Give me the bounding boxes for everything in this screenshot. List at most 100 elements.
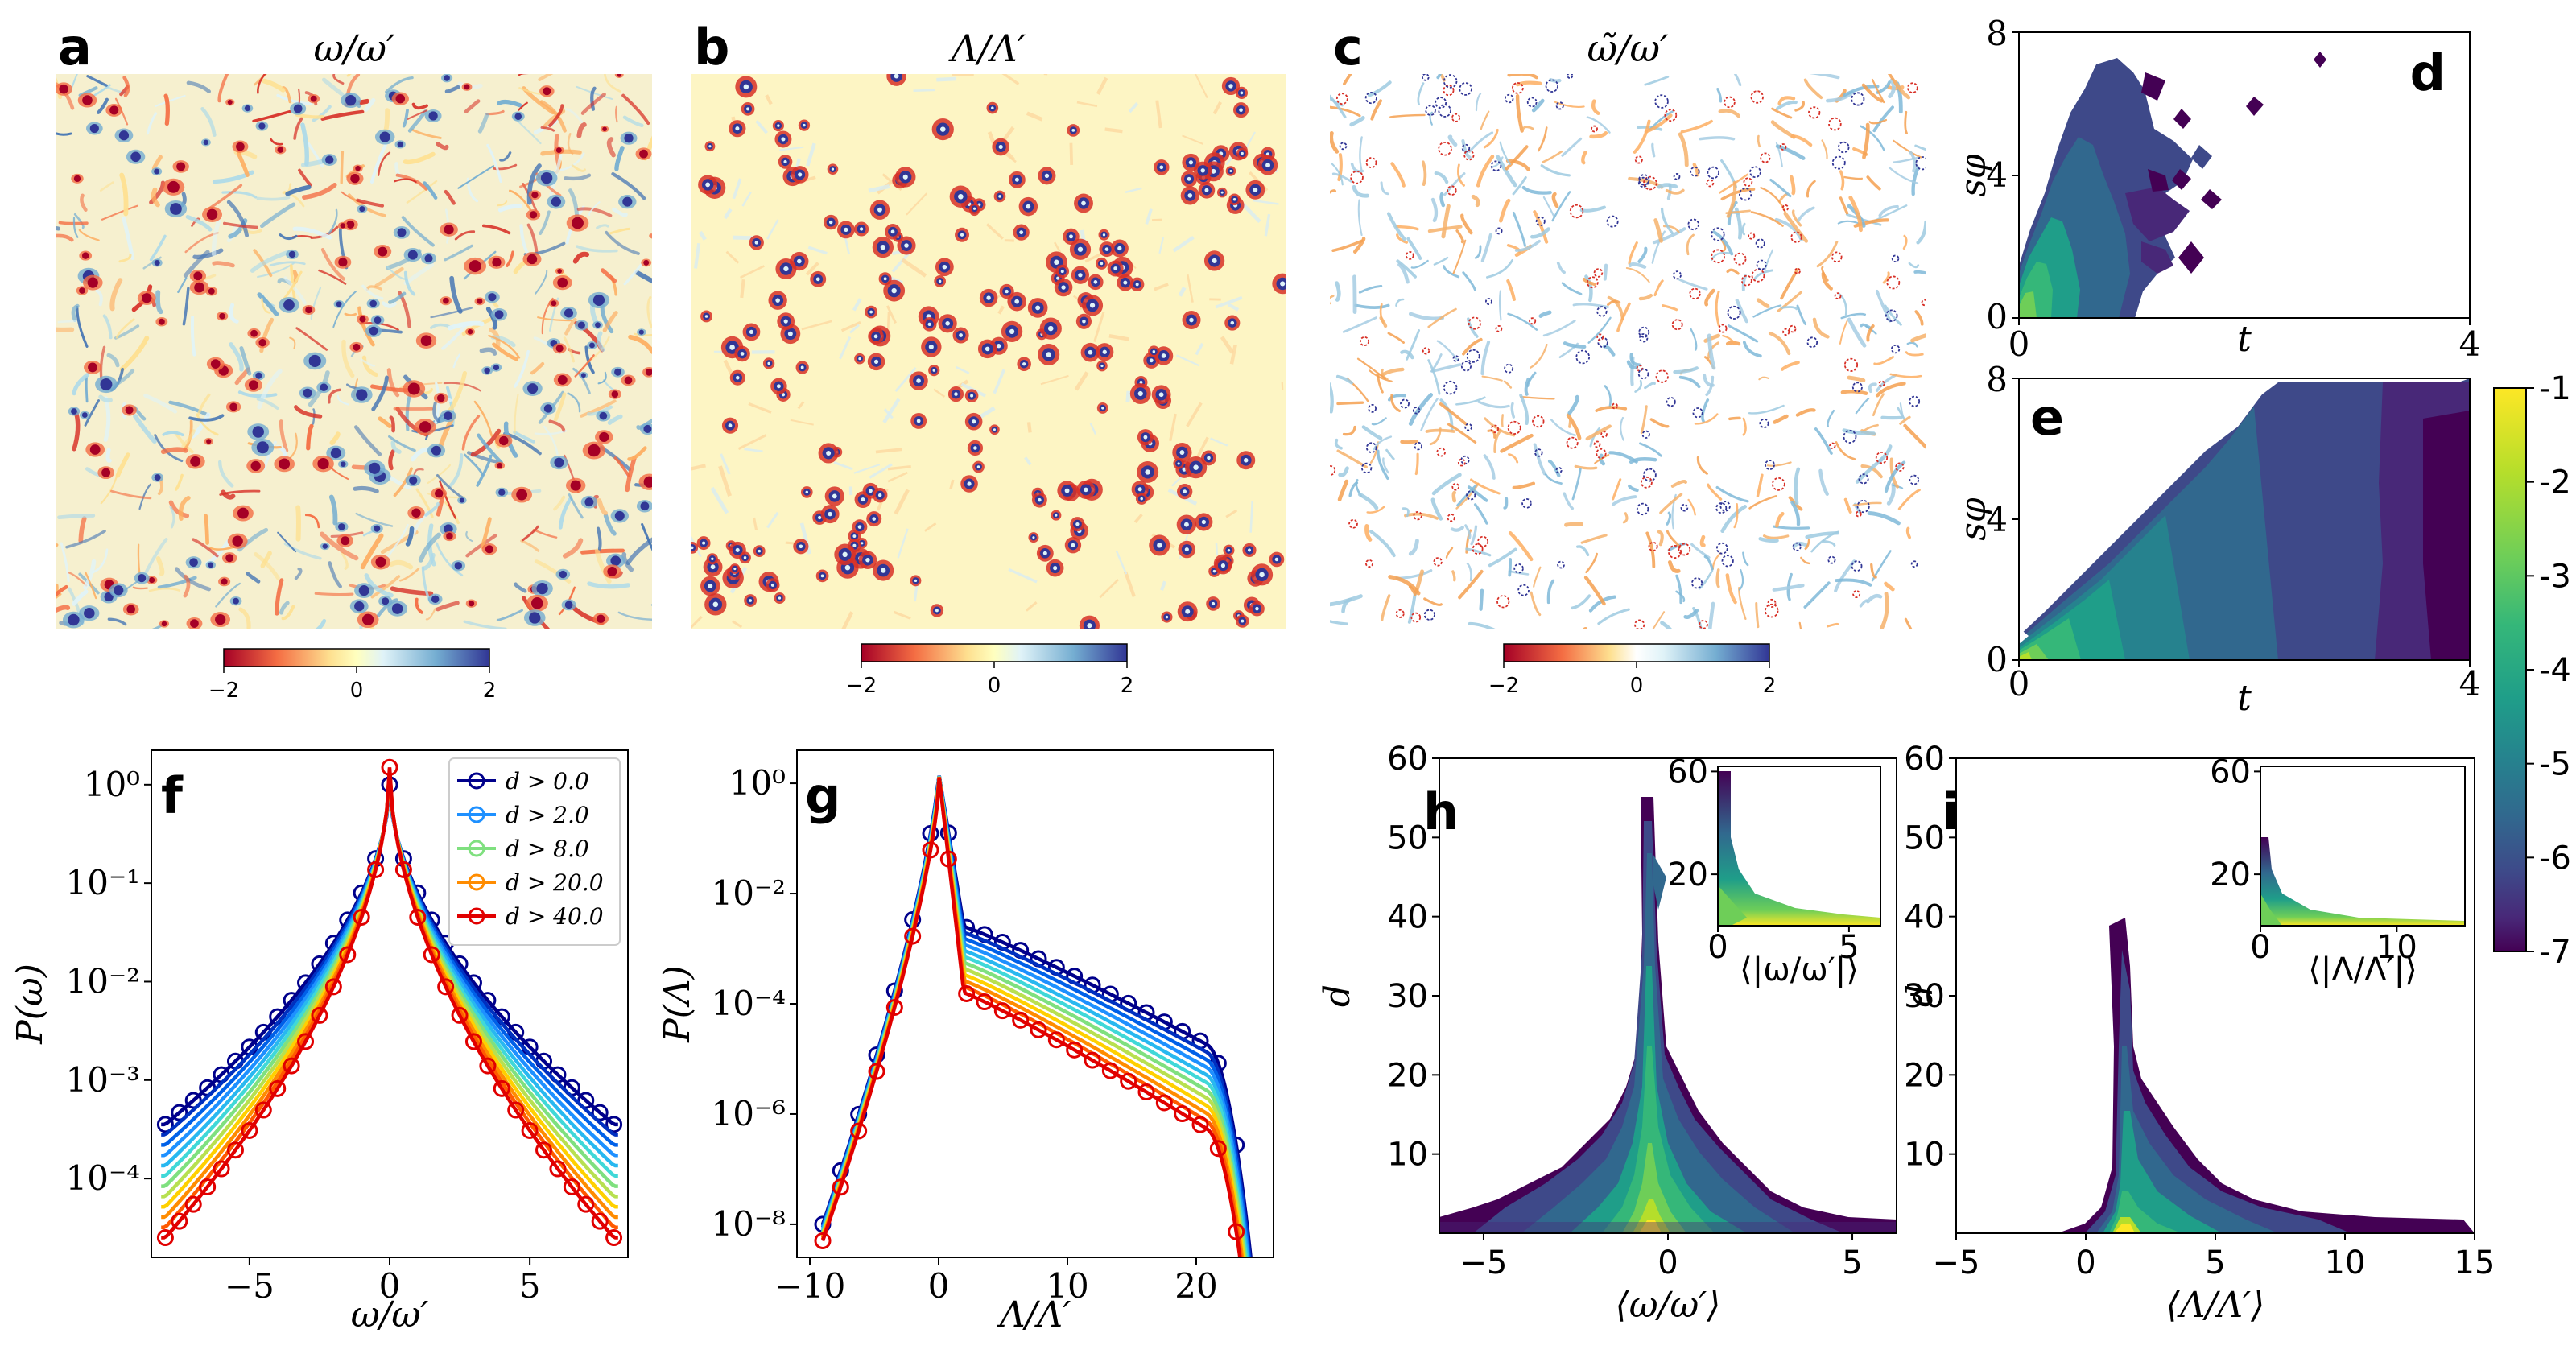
panel-e-xtick-0: 0 [2008, 664, 2030, 704]
panel-g-ytick: 10⁻⁶ [712, 1094, 786, 1133]
panel-i-ylabel: d [1900, 984, 1941, 1007]
panel-h: −5 0 5 10 20 30 40 50 60 h ⟨ω/ω′⟩ d 0 5 20 60 ⟨|ω/ω… [1317, 741, 1897, 1326]
panel-h-heatmap [1439, 797, 1897, 1233]
panel-f-marker [591, 1212, 609, 1230]
panel-g-marker [1030, 1021, 1047, 1038]
panel-g-marker [904, 927, 922, 945]
panel-f-legend-entry: d > 2.0 [506, 802, 589, 828]
panel-i-ytick: 60 [1904, 741, 1945, 778]
panel-label-f: f [161, 766, 184, 825]
panel-f-marker [297, 1033, 315, 1050]
panel-i: −5 0 5 10 15 10 20 30 40 50 60 i ⟨Λ/Λ′⟩ d 0 10 20 60 … [1900, 741, 2495, 1326]
panel-f-marker [254, 1101, 272, 1119]
panel-f-marker [156, 1229, 174, 1247]
panel-g-marker [814, 1232, 832, 1249]
panel-label-g: g [805, 766, 840, 825]
panel-f-series-line [161, 767, 618, 1240]
panel-g-marker [1209, 1140, 1227, 1158]
panel-i-inset-xtick: 0 [2250, 929, 2270, 966]
panel-f-marker [394, 861, 412, 878]
colorbar-a-tick-min: −2 [208, 679, 239, 703]
panel-f-marker [549, 1160, 567, 1178]
panel-g-series-line [820, 776, 1249, 1257]
panel-g-marker [1066, 1041, 1084, 1059]
panel-e: 8 4 0 0 4 t sφ e [1953, 360, 2480, 719]
panel-g-xtick: 0 [928, 1266, 950, 1306]
panel-f: −5 0 5 10⁰ 10⁻¹ 10⁻² 10⁻³ 10⁻⁴ f ω/ω′ P(ω) d > … [10, 749, 629, 1335]
panel-f-xtick: 0 [379, 1266, 401, 1306]
colorbar-tick: -4 [2539, 652, 2571, 689]
panel-f-marker [451, 1006, 469, 1024]
panel-g: −10 0 10 20 10⁰ 10⁻² 10⁻⁴ 10⁻⁶ 10⁻⁸ g Λ/Λ′ P(Λ) [657, 749, 1274, 1335]
panel-f-marker [381, 758, 398, 776]
panel-d-xtick-0: 0 [2008, 324, 2030, 364]
panel-label-h: h [1423, 782, 1459, 841]
filtered-vorticity-image [1330, 74, 1926, 629]
panel-f-marker [339, 946, 357, 964]
panel-g-xtick: 10 [1046, 1266, 1088, 1306]
panel-i-ytick: 20 [1904, 1057, 1945, 1094]
panel-i-inset-ytick: 60 [2210, 753, 2251, 790]
panel-g-ylabel: P(Λ) [657, 965, 698, 1043]
panel-g-ytick: 10⁰ [729, 763, 786, 803]
panel-e-ytick-8: 8 [1986, 360, 2008, 399]
panel-i-inset: 0 10 20 60 ⟨|Λ/Λ′|⟩ [2210, 753, 2466, 988]
panel-f-legend-entry: d > 0.0 [506, 768, 589, 794]
panel-g-series-line [820, 775, 1250, 1257]
panel-f-marker [283, 1057, 300, 1075]
panel-i-ytick: 50 [1904, 819, 1945, 856]
panel-f-marker [241, 1121, 258, 1139]
panel-f-marker [535, 1141, 553, 1159]
panel-f-marker [577, 1195, 595, 1213]
panel-h-xtick: 0 [1657, 1244, 1678, 1282]
panel-g-marker [922, 841, 939, 859]
panel-e-xlabel: t [2237, 678, 2252, 719]
panel-i-heatmap [2058, 918, 2475, 1233]
panel-h-ytick: 40 [1387, 899, 1428, 936]
panel-f-xtick: −5 [225, 1266, 275, 1306]
panel-h-inset: 0 5 20 60 ⟨|ω/ω′|⟩ [1667, 753, 1881, 988]
panel-g-marker [1012, 1011, 1030, 1029]
panel-g-marker [832, 1178, 849, 1196]
panel-i-inset-xtick: 10 [2376, 929, 2417, 966]
panel-f-ytick: 10⁻² [66, 961, 140, 1001]
panel-f-legend-entry: d > 40.0 [506, 903, 604, 930]
panel-label-a: a [58, 18, 92, 76]
panel-d-ytick-0: 0 [1986, 297, 2008, 336]
panel-g-marker [1047, 1031, 1065, 1049]
panel-h-ytick: 10 [1387, 1137, 1428, 1174]
panel-f-ytick: 10⁰ [84, 765, 140, 804]
panel-f-ylabel: P(ω) [10, 964, 51, 1045]
panel-f-marker [324, 978, 342, 996]
panel-f-ytick: 10⁻³ [66, 1060, 140, 1100]
panel-h-ytick: 30 [1387, 978, 1428, 1015]
panel-i-xtick: 5 [2205, 1244, 2225, 1282]
panel-d: 8 4 0 0 4 t sφ d [1953, 14, 2480, 364]
vorticity-field-image [56, 74, 652, 629]
colorbar-c-tick-mid: 0 [1630, 674, 1644, 698]
panel-c-title: ω̃/ω′ [1587, 27, 1670, 70]
panel-g-marker [1084, 1051, 1101, 1069]
panel-e-heatmap [2019, 378, 2470, 660]
panel-label-i: i [1942, 782, 1959, 841]
panel-f-marker [423, 946, 440, 964]
panel-g-xtick: −10 [774, 1266, 846, 1306]
panel-h-ylabel: d [1317, 984, 1358, 1007]
panel-g-marker [1101, 1062, 1119, 1079]
panel-f-marker [409, 908, 427, 926]
panel-g-marker [850, 1122, 868, 1140]
panel-label-d: d [2410, 43, 2446, 102]
panel-g-ytick: 10⁻² [712, 873, 786, 913]
panel-f-marker [171, 1212, 188, 1230]
panel-h-ytick: 60 [1387, 741, 1428, 778]
panel-f-marker [199, 1178, 217, 1195]
colorbar-a-tick-mid: 0 [350, 679, 364, 703]
panel-g-marker [1120, 1072, 1137, 1090]
panel-f-marker [311, 1006, 328, 1024]
panel-label-c: c [1333, 18, 1363, 76]
panel-c: c ω̃/ω′ −2 0 2 [1330, 18, 1926, 698]
colorbar-b-tick-max: 2 [1121, 674, 1134, 698]
panel-e-ytick-4: 4 [1986, 500, 2008, 539]
panel-g-marker [976, 993, 993, 1011]
